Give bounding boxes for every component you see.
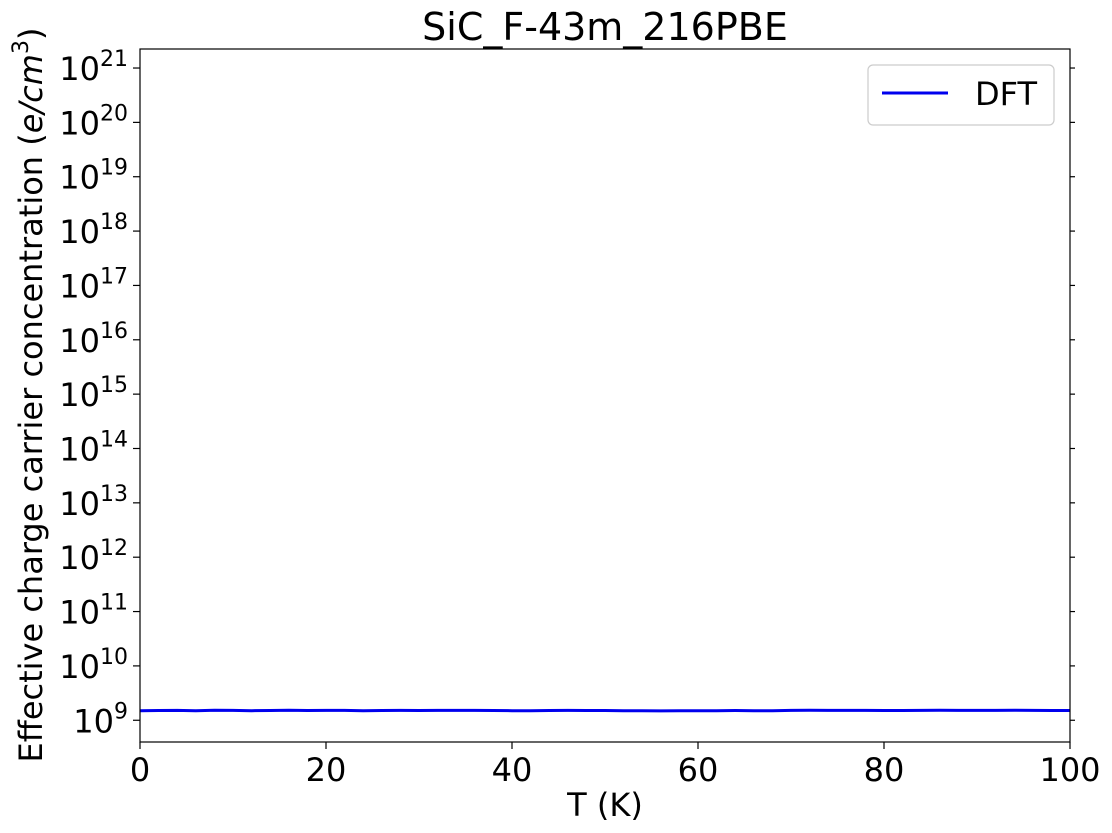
x-tick-label: 100 bbox=[1039, 751, 1100, 789]
x-tick-label: 60 bbox=[678, 751, 719, 789]
y-axis-label: Effective charge carrier concentration (… bbox=[9, 28, 50, 763]
y-tick-label: 1014 bbox=[59, 427, 128, 468]
y-tick-label: 1021 bbox=[59, 47, 128, 88]
legend-box bbox=[867, 64, 1055, 126]
legend-label-dft: DFT bbox=[975, 75, 1037, 113]
x-axis-label: T (K) bbox=[566, 786, 643, 824]
y-axis-ticks: 109 1010 1011 1012 1013 1014 1015 1016 1017 1018 1… bbox=[59, 47, 140, 740]
plot-area-background bbox=[140, 49, 1070, 742]
y-tick-label: 1019 bbox=[59, 156, 128, 197]
y-tick-label: 1015 bbox=[59, 373, 128, 414]
x-tick-label: 80 bbox=[864, 751, 905, 789]
y-tick-label: 1010 bbox=[59, 645, 128, 686]
y-tick-label: 1016 bbox=[59, 319, 128, 360]
y-axis-label-suffix: ) bbox=[12, 28, 50, 40]
x-tick-label: 40 bbox=[492, 751, 533, 789]
x-tick-label: 0 bbox=[130, 751, 150, 789]
y-tick-label: 1012 bbox=[59, 536, 128, 577]
x-tick-label: 20 bbox=[306, 751, 347, 789]
chart-title: SiC_F-43m_216PBE bbox=[422, 5, 788, 49]
y-axis-label-exponent: 3 bbox=[9, 40, 34, 54]
plot-frame bbox=[139, 48, 1071, 743]
y-tick-label: 1013 bbox=[59, 482, 128, 523]
y-tick-label: 109 bbox=[73, 699, 128, 740]
y-tick-label: 1017 bbox=[59, 264, 128, 305]
y-axis-label-math: e/cm bbox=[12, 54, 50, 133]
y-tick-label: 1011 bbox=[59, 591, 128, 632]
right-axis-ticks bbox=[1070, 67, 1075, 721]
series-line-dft bbox=[139, 708, 1070, 713]
y-tick-label: 1018 bbox=[59, 210, 128, 251]
series-layer bbox=[139, 708, 1070, 713]
legend: DFT bbox=[867, 64, 1055, 126]
x-axis-ticks: 0 20 40 60 80 100 bbox=[130, 742, 1101, 789]
y-axis-label-prefix: Effective charge carrier concentration ( bbox=[12, 133, 50, 762]
y-tick-label: 1020 bbox=[59, 101, 128, 142]
